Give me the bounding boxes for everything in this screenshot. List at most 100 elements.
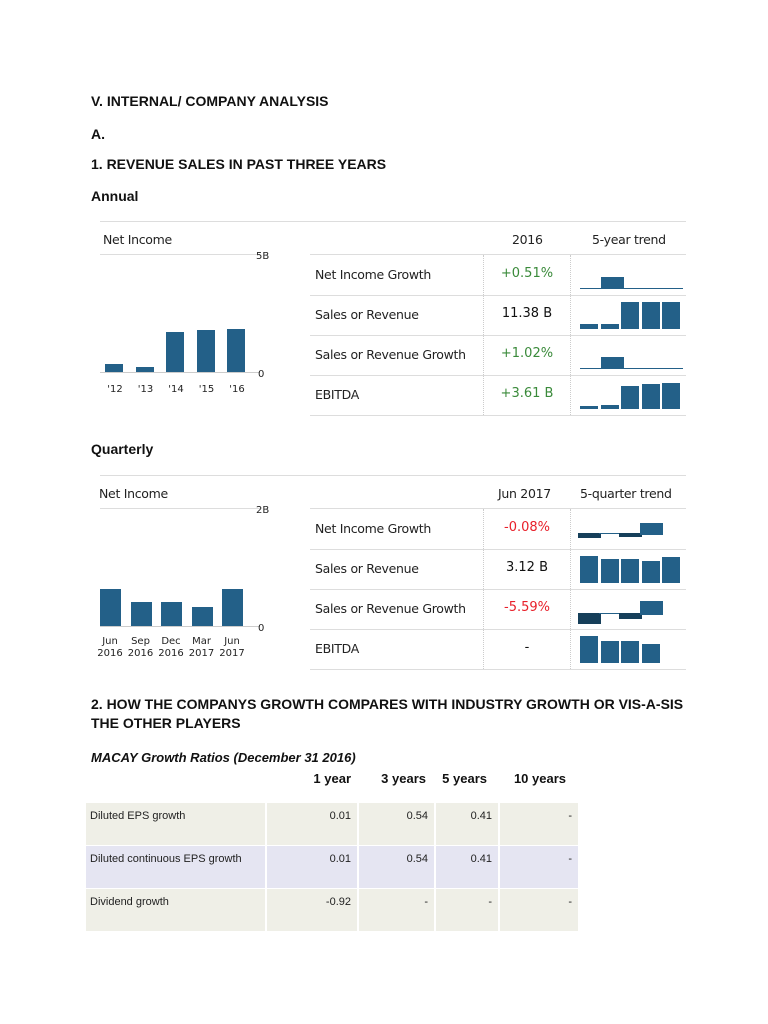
x-tick-label: Jun 2016 (94, 636, 126, 660)
trend-bar (641, 384, 660, 409)
row-value: - (524, 640, 530, 655)
x-tick-year: 2017 (219, 648, 245, 659)
row-value: - (435, 888, 500, 932)
trend-bar (580, 323, 598, 329)
x-tick-year: 2016 (127, 648, 154, 659)
growth-ratios-table: Diluted EPS growth 0.01 0.54 0.41- Diluted c… (86, 803, 580, 932)
trend-bar (662, 302, 680, 329)
trend-zero-line (580, 288, 601, 289)
chart-bar (100, 589, 121, 626)
x-tick-year: 2016 (158, 648, 184, 659)
chart-bar (130, 601, 152, 626)
trend-zero-line (662, 288, 683, 289)
trend-bar (621, 641, 639, 663)
x-tick-label: '15 (198, 384, 215, 395)
row-value: - (358, 888, 436, 932)
trend-bar (641, 560, 660, 583)
table-row: Diluted continuous EPS growth 0.01 0.54 0.4… (86, 845, 580, 889)
trend-column-header: 5-quarter trend (580, 486, 672, 501)
chart-bar (166, 331, 184, 372)
x-tick-year: 2017 (188, 648, 215, 659)
row-value: - (499, 845, 580, 889)
row-value: -0.92 (266, 888, 359, 932)
row-label: Sales or Revenue (315, 307, 419, 322)
row-value: 11.38 B (501, 306, 553, 321)
trend-bar (639, 600, 663, 615)
row-label: Net Income Growth (315, 521, 432, 536)
row-label: Sales or Revenue Growth (315, 347, 466, 362)
row-value: -0.08% (504, 520, 550, 535)
x-tick-month: Sep (131, 636, 150, 647)
chart-bar (161, 601, 182, 626)
question-1-heading: 1. REVENUE SALES IN PAST THREE YEARS (91, 156, 387, 172)
x-tick-label: Dec 2016 (155, 636, 187, 660)
x-tick-month: Dec (161, 636, 181, 647)
row-label: Sales or Revenue Growth (315, 601, 466, 616)
chart-top-gridline (100, 254, 260, 255)
trend-bar (580, 405, 598, 409)
row-value: +0.51% (500, 266, 554, 281)
x-tick-label: '12 (107, 384, 123, 395)
y-tick-label: 0 (258, 369, 265, 380)
trend-bar (600, 641, 619, 663)
x-tick-label: Jun 2017 (216, 636, 248, 660)
chart-baseline (100, 626, 260, 627)
x-tick-month: Jun (102, 636, 118, 647)
trend-bar (662, 382, 680, 409)
row-label: Diluted EPS growth (86, 803, 267, 846)
row-divider (310, 589, 686, 590)
trend-bar (662, 556, 680, 583)
x-tick-label: Sep 2016 (125, 636, 157, 660)
value-column-header: 2016 (512, 232, 543, 247)
table-row: Dividend growth -0.92- - - (86, 888, 580, 932)
chart-bar (222, 589, 243, 626)
trend-sparkline (578, 261, 683, 289)
trend-bar (600, 404, 619, 409)
trend-bar (641, 302, 660, 329)
row-label: Dividend growth (86, 888, 267, 932)
x-tick-label: Mar 2017 (186, 636, 218, 660)
annual-heading: Annual (91, 188, 139, 204)
row-value: 0.01 (266, 803, 359, 846)
chart-bar (227, 329, 245, 372)
row-value: - (499, 803, 580, 846)
trend-zero-line (621, 288, 642, 289)
trend-sparkline (578, 595, 682, 624)
trend-bar (621, 302, 639, 329)
chart-bar (196, 329, 215, 372)
row-value: 3.12 B (506, 560, 548, 575)
chart-title: Net Income (103, 232, 172, 247)
row-divider (310, 549, 686, 550)
row-value: 0.01 (266, 845, 359, 889)
subsection-label: A. (91, 126, 105, 142)
trend-sparkline (578, 515, 682, 543)
trend-bar (621, 386, 639, 409)
row-value: 0.54 (358, 845, 436, 889)
quarterly-heading: Quarterly (91, 441, 154, 457)
row-label: EBITDA (315, 641, 359, 656)
trend-column-header: 5-year trend (592, 232, 666, 247)
top-divider (100, 221, 686, 222)
row-label: EBITDA (315, 387, 359, 402)
growth-table-header: 1 year 3 years 5 years 10 years (86, 771, 570, 791)
row-value: - (499, 888, 580, 932)
x-tick-month: Jun (224, 636, 240, 647)
y-tick-label: 0 (258, 623, 265, 634)
trend-bar (600, 276, 624, 289)
trend-bar (621, 558, 639, 583)
row-divider (310, 415, 686, 416)
chart-baseline (100, 372, 260, 373)
row-divider (310, 669, 686, 670)
trend-zero-line (598, 613, 619, 614)
trend-bar (639, 523, 663, 535)
row-value: +3.61 B (500, 386, 554, 401)
x-tick-year: 2016 (97, 648, 123, 659)
question-2-heading: 2. HOW THE COMPANYS GROWTH COMPARES WITH… (91, 696, 684, 712)
row-divider (310, 375, 686, 376)
x-tick-label: '16 (229, 384, 245, 395)
trend-sparkline (578, 301, 682, 329)
trend-bar (600, 558, 619, 583)
chart-bar (191, 607, 213, 626)
row-value: 0.41 (435, 845, 500, 889)
